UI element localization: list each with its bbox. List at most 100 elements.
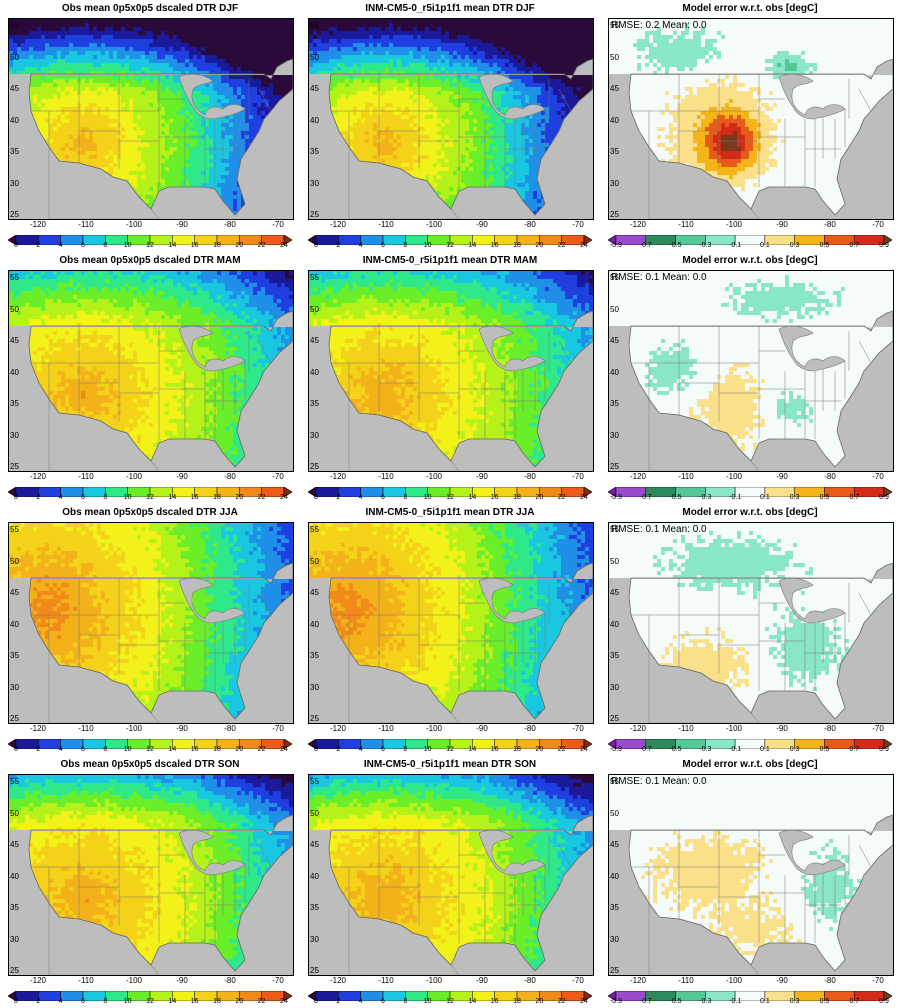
colorbar-tick-label: 16 (191, 746, 199, 753)
latitude-tick-label: 35 (10, 147, 19, 156)
longitude-tick-label: -120 (330, 724, 346, 733)
longitude-tick-label: -80 (824, 472, 836, 481)
longitude-tick-label: -110 (678, 220, 693, 229)
colorbar-tick-label: 20 (535, 998, 543, 1005)
map-canvas (309, 775, 593, 975)
colorbar-segment (316, 487, 338, 497)
latitude-tick-label: 35 (310, 651, 319, 660)
colorbar-tick-label: 16 (491, 494, 499, 501)
colorbar-tick-label: 8 (403, 998, 407, 1005)
latitude-tick-label: 35 (610, 399, 619, 408)
colorbar-segment (316, 235, 338, 245)
panel-title: Model error w.r.t. obs [degC] (608, 507, 892, 521)
colorbar-tick-label: -0.1 (729, 746, 741, 753)
latitude-tick-label: 45 (310, 336, 319, 345)
colorbar-tick-label: 0 (14, 242, 18, 249)
colorbar-tick-label: 8 (103, 242, 107, 249)
latitude-tick-label: 55 (10, 777, 19, 786)
latitude-tick-label: 30 (10, 683, 19, 692)
longitude-tick-label: -110 (378, 976, 393, 985)
colorbar-tick-label: 4 (59, 746, 63, 753)
rmse-stats: RMSE: 0.1 Mean: 0.0 (611, 776, 707, 787)
colorbar-tick-label: 0 (14, 494, 18, 501)
colorbar-tick-label: -0.7 (640, 494, 652, 501)
colorbar-segment (16, 235, 38, 245)
colorbar-tick-label: 10 (424, 494, 432, 501)
latitude-tick-label: 30 (310, 935, 319, 944)
colorbar-tick-label: 16 (191, 998, 199, 1005)
latitude-tick-label: 25 (610, 714, 619, 723)
longitude-tick-label: -120 (30, 976, 46, 985)
colorbar-tick-label: 14 (468, 746, 476, 753)
colorbar-tick-label: 22 (258, 746, 266, 753)
longitude-tick-label: -120 (30, 724, 46, 733)
colorbar-tick-label: 6 (381, 494, 385, 501)
colorbar-tick-label: 18 (513, 998, 521, 1005)
colorbar-tick-label: 14 (168, 746, 176, 753)
latitude-tick-label: 25 (610, 462, 619, 471)
longitude-tick-label: -120 (630, 472, 646, 481)
latitude-tick-label: 45 (10, 588, 19, 597)
latitude-tick-label: 50 (610, 557, 619, 566)
longitude-tick-label: -110 (378, 220, 393, 229)
colorbar-segment (61, 235, 83, 245)
latitude-tick-label: 30 (610, 431, 619, 440)
colorbar-segment (361, 739, 383, 749)
colorbar-tick-label: 12 (446, 998, 454, 1005)
rmse-stats: RMSE: 0.1 Mean: 0.0 (611, 524, 707, 535)
longitude-tick-label: -100 (426, 724, 442, 733)
colorbar-tick-label: 2 (36, 494, 40, 501)
field-canada (9, 271, 293, 327)
latitude-tick-label: 40 (310, 620, 319, 629)
colorbar-tick-label: 16 (191, 494, 199, 501)
colorbar-tick-label: 0 (14, 746, 18, 753)
latitude-tick-label: 55 (310, 777, 319, 786)
latitude-tick-label: 35 (10, 903, 19, 912)
colorbar-tick-label: 18 (213, 242, 221, 249)
longitude-tick-label: -70 (272, 724, 284, 733)
colorbar-tick-label: 20 (235, 494, 243, 501)
colorbar-tick-label: -0.1 (729, 494, 741, 501)
colorbar-segment (383, 739, 405, 749)
colorbar-tick-label: 18 (213, 998, 221, 1005)
map-canvas (609, 271, 893, 471)
longitude-tick-label: -110 (678, 472, 693, 481)
latitude-tick-label: 35 (310, 903, 319, 912)
map-canvas (9, 523, 293, 723)
colorbar-tick-label: 2 (336, 494, 340, 501)
longitude-tick-label: -90 (476, 472, 488, 481)
latitude-tick-label: 30 (10, 431, 19, 440)
colorbar-tick-label: 18 (213, 746, 221, 753)
longitude-tick-label: -120 (330, 472, 346, 481)
colorbar-tick-label: 2 (336, 998, 340, 1005)
longitude-tick-label: -90 (476, 976, 488, 985)
colorbar-segment (16, 739, 38, 749)
latitude-tick-label: 50 (310, 809, 319, 818)
longitude-tick-label: -70 (272, 472, 284, 481)
latitude-tick-label: 55 (610, 21, 619, 30)
longitude-tick-label: -70 (572, 976, 584, 985)
longitude-tick-label: -100 (426, 472, 442, 481)
colorbar-segment (316, 739, 338, 749)
longitude-tick-label: -120 (630, 976, 646, 985)
colorbar-tick-label: 20 (235, 746, 243, 753)
latitude-tick-label: 55 (310, 525, 319, 534)
latitude-tick-label: 40 (610, 620, 619, 629)
colorbar-segment (338, 235, 360, 245)
colorbar-tick-label: 6 (381, 746, 385, 753)
field-canada (309, 19, 593, 75)
latitude-tick-label: 40 (310, 368, 319, 377)
latitude-tick-label: 35 (610, 651, 619, 660)
panel-title: Obs mean 0p5x0p5 dscaled DTR MAM (8, 255, 292, 269)
colorbar-tick-label: -0.5 (670, 998, 682, 1005)
panel-title: Model error w.r.t. obs [degC] (608, 759, 892, 773)
